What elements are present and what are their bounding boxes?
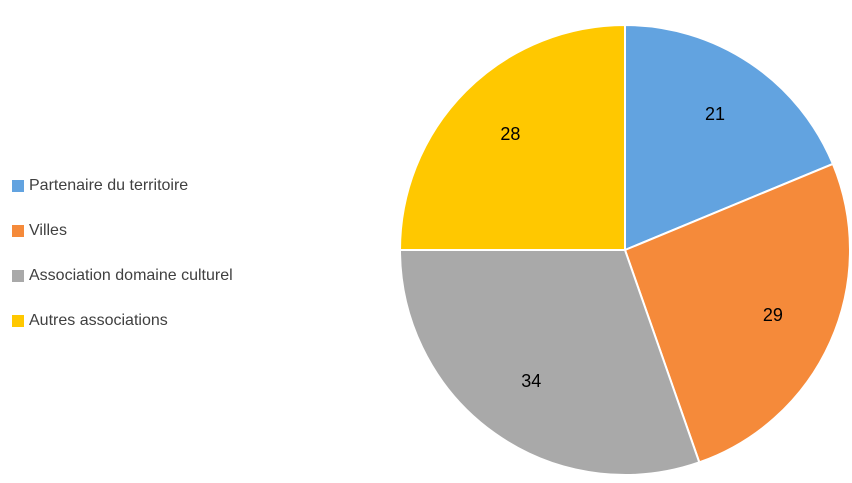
pie-slice <box>624 23 835 252</box>
legend-label: Villes <box>29 222 67 239</box>
data-label: 21 <box>705 104 725 124</box>
legend-label: Autres associations <box>29 312 168 329</box>
legend-marker <box>12 270 24 282</box>
legend-marker <box>12 225 24 237</box>
data-label: 29 <box>763 305 783 325</box>
legend-label: Partenaire du territoire <box>29 177 188 194</box>
legend-marker <box>12 180 24 192</box>
data-label: 34 <box>521 371 541 391</box>
legend-label: Association domaine culturel <box>29 267 233 284</box>
legend-marker <box>12 315 24 327</box>
pie-slice <box>398 23 626 251</box>
data-label: 28 <box>500 124 520 144</box>
pie-slice <box>398 249 701 476</box>
pie-slice <box>623 162 851 464</box>
